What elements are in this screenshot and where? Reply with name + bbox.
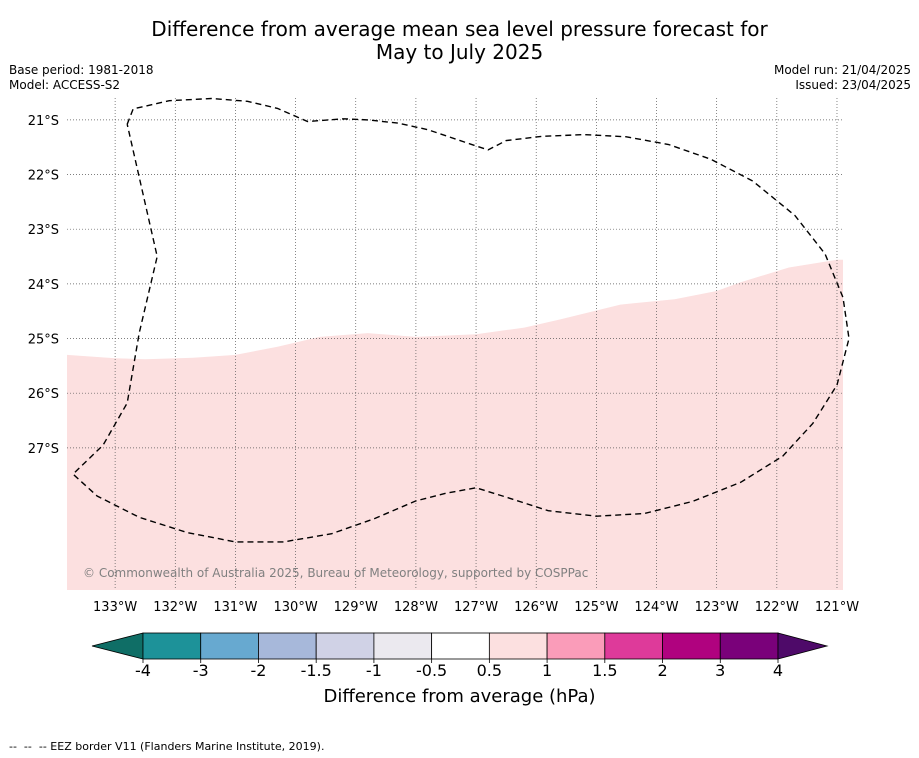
title-line-2: May to July 2025 <box>375 40 544 64</box>
colorbar-tick-label: 1 <box>542 661 552 680</box>
model-run: Model run: 21/04/2025 <box>773 63 911 77</box>
latitude-tick-label: 24°S <box>28 278 59 293</box>
colorbar-tick-label: 1.5 <box>592 661 617 680</box>
longitude-tick-label: 130°W <box>274 600 318 615</box>
longitude-tick-label: 126°W <box>514 600 558 615</box>
colorbar-bin <box>488 632 548 660</box>
colorbar-label: Difference from average (hPa) <box>323 686 596 707</box>
longitude-tick-label: 129°W <box>334 600 378 615</box>
colorbar-tick-label: 0.5 <box>477 661 502 680</box>
colorbar-tick-label: -0.5 <box>416 661 447 680</box>
colorbar-bin <box>373 632 433 660</box>
colorbar-tick-label: 2 <box>657 661 667 680</box>
issued-date: Issued: 23/04/2025 <box>795 78 911 92</box>
colorbar-bin <box>719 632 779 660</box>
colorbar-bin <box>142 632 202 660</box>
longitude-labels: 133°W 132°W 131°W 130°W 129°W 128°W 127°W 126°W… <box>93 600 859 615</box>
colorbar-tick-label: -1 <box>366 661 382 680</box>
longitude-tick-label: 133°W <box>93 600 137 615</box>
colorbar-bin <box>546 632 606 660</box>
model-name: Model: ACCESS-S2 <box>9 78 121 92</box>
graticule <box>67 98 843 590</box>
colorbar-bin <box>315 632 375 660</box>
latitude-tick-label: 23°S <box>28 223 59 238</box>
colorbar-bin <box>200 632 259 660</box>
longitude-tick-label: 128°W <box>394 600 438 615</box>
colorbar-high-extension <box>777 632 829 660</box>
longitude-tick-label: 124°W <box>634 600 678 615</box>
colorbar-tick-label: -3 <box>193 661 209 680</box>
longitude-tick-label: 122°W <box>755 600 799 615</box>
latitude-tick-label: 22°S <box>28 169 59 184</box>
colorbar-bin <box>604 632 663 660</box>
model-info-right: Model run: 21/04/2025 Issued: 23/04/2025 <box>774 63 911 93</box>
latitude-tick-label: 21°S <box>28 114 59 129</box>
latitude-tick-label: 26°S <box>28 387 59 402</box>
colorbar-tick-label: 4 <box>773 661 783 680</box>
longitude-tick-label: 132°W <box>153 600 197 615</box>
anomaly-region <box>67 259 843 590</box>
base-period: Base period: 1981-2018 <box>9 63 154 77</box>
colorbar-tick-label: -2 <box>250 661 266 680</box>
longitude-tick-label: 127°W <box>454 600 498 615</box>
longitude-tick-label: 121°W <box>815 600 859 615</box>
latitude-tick-label: 25°S <box>28 333 59 348</box>
longitude-tick-label: 131°W <box>213 600 257 615</box>
longitude-tick-label: 123°W <box>695 600 739 615</box>
colorbar-tick-label: 3 <box>715 661 725 680</box>
chart-title: Difference from average mean sea level p… <box>0 18 919 64</box>
map-panel: © Commonwealth of Australia 2025, Bureau… <box>28 97 859 615</box>
copyright-text: © Commonwealth of Australia 2025, Bureau… <box>83 566 588 580</box>
colorbar-tick-label: -4 <box>135 661 151 680</box>
colorbar-bin <box>258 632 317 660</box>
eez-border <box>71 97 850 543</box>
title-line-1: Difference from average mean sea level p… <box>151 17 768 41</box>
colorbar-bin <box>431 632 490 660</box>
latitude-labels: 21°S 22°S 23°S 24°S 25°S 26°S 27°S <box>28 114 59 457</box>
colorbar-bin <box>662 632 721 660</box>
colorbar-tick-label: -1.5 <box>301 661 332 680</box>
colorbar-low-extension <box>91 632 144 660</box>
model-info-left: Base period: 1981-2018 Model: ACCESS-S2 <box>9 63 154 93</box>
longitude-tick-label: 125°W <box>574 600 618 615</box>
latitude-tick-label: 27°S <box>28 442 59 457</box>
footer-note: -- -- -- EEZ border V11 (Flanders Marine… <box>9 740 325 753</box>
colorbar: -4 -3 -2 -1.5 -1 -0.5 0.5 1 1.5 2 3 4 <box>91 632 829 680</box>
